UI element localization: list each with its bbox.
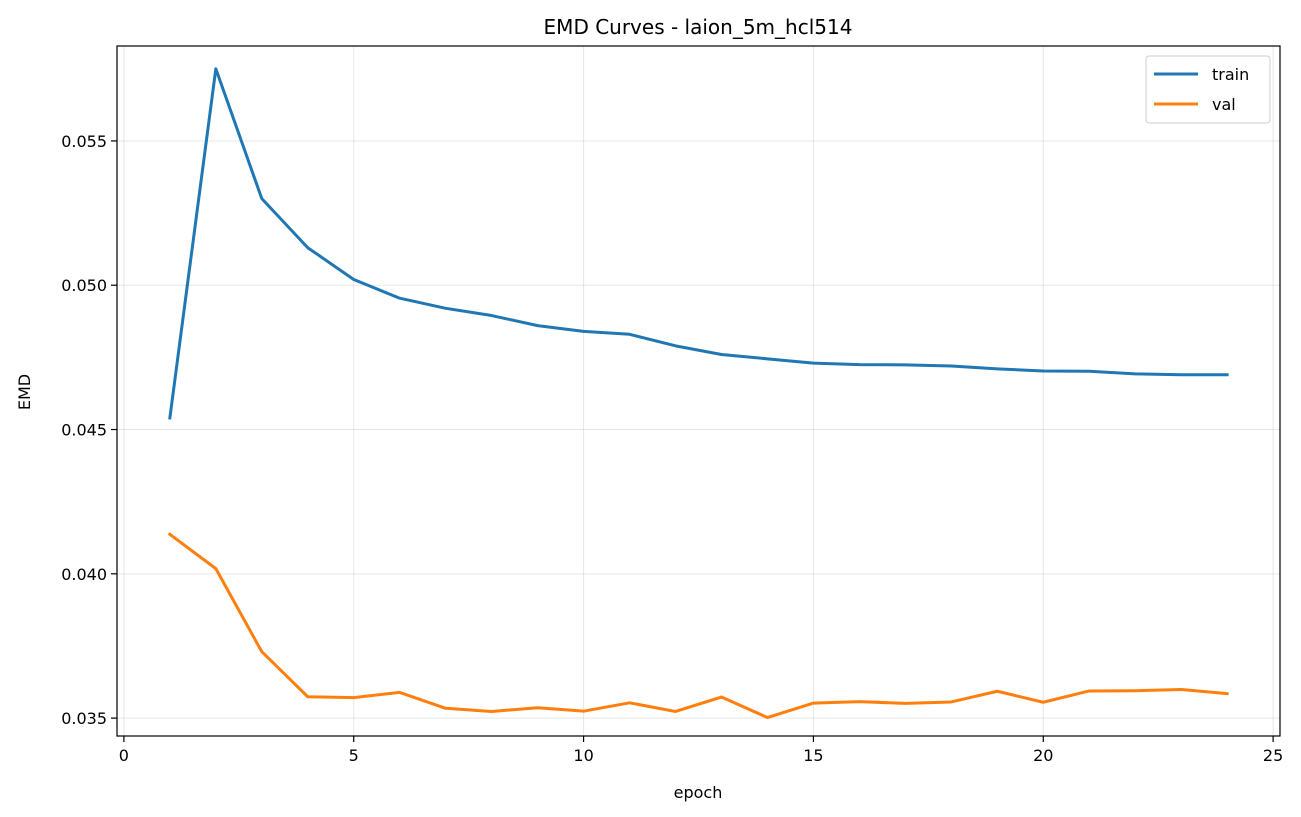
x-axis-ticks: 0 5 10 15 20 25: [119, 736, 1283, 765]
legend-train-label: train: [1212, 65, 1249, 84]
series-line-train: [168, 67, 1229, 420]
plot-frame: [116, 45, 1281, 737]
y-axis-ticks: 0.035 0.040 0.045 0.050 0.055: [61, 132, 117, 728]
y-tick-label: 0.040: [61, 565, 107, 584]
x-tick-label: 25: [1263, 746, 1283, 765]
chart-title: EMD Curves - laion_5m_hcl514: [544, 15, 853, 39]
y-tick-label: 0.045: [61, 421, 107, 440]
y-tick-label: 0.055: [61, 132, 107, 151]
legend-box: [1145, 55, 1271, 124]
y-axis-label: EMD: [15, 374, 34, 410]
x-tick-label: 20: [1033, 746, 1053, 765]
x-tick-label: 0: [119, 746, 129, 765]
series-line-val: [167, 532, 1229, 720]
x-tick-label: 15: [803, 746, 823, 765]
x-tick-label: 10: [573, 746, 593, 765]
y-tick-label: 0.035: [61, 709, 107, 728]
legend-val-label: val: [1212, 95, 1236, 114]
y-tick-label: 0.050: [61, 276, 107, 295]
legend: train val: [1145, 55, 1271, 124]
x-tick-label: 5: [349, 746, 359, 765]
x-axis-label: epoch: [674, 783, 723, 802]
series-lines: [167, 67, 1229, 720]
grid: [117, 46, 1280, 736]
